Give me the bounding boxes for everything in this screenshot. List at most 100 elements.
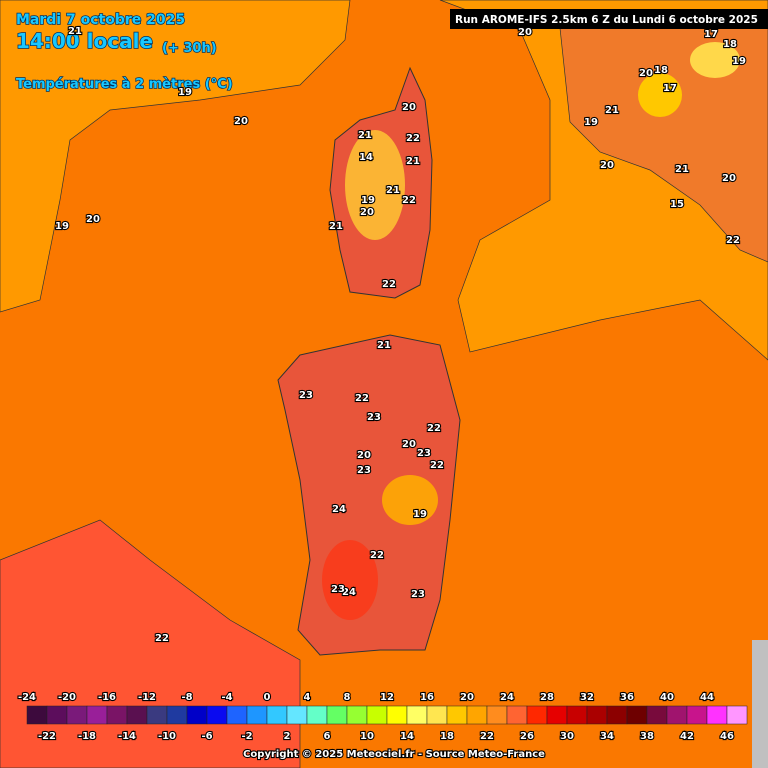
legend-label: 34 (600, 731, 614, 742)
legend-label: 38 (640, 731, 654, 742)
contour-label: 19 (55, 221, 69, 232)
contour-label: 20 (600, 160, 614, 171)
contour-label: 19 (361, 195, 375, 206)
run-box (450, 9, 768, 29)
legend-swatch (46, 705, 68, 725)
legend-label: -6 (201, 731, 212, 742)
contour-label: 22 (430, 460, 444, 471)
legend-label: 20 (460, 692, 474, 703)
contour-label: 18 (723, 39, 737, 50)
legend-label: -22 (38, 731, 56, 742)
contour-label: 20 (518, 27, 532, 38)
contour-label: 19 (178, 87, 192, 98)
legend-swatch (366, 705, 388, 725)
contour-label: 22 (427, 423, 441, 434)
legend-swatch (726, 705, 748, 725)
legend-swatch (206, 705, 228, 725)
legend-swatch (486, 705, 508, 725)
contour-label: 21 (386, 185, 400, 196)
legend-swatch (66, 705, 88, 725)
legend-label: -10 (158, 731, 176, 742)
contour-label: 23 (299, 390, 313, 401)
contour-label: 23 (357, 465, 371, 476)
contour-label: 21 (358, 130, 372, 141)
warm-zone (0, 0, 351, 313)
legend-swatch (186, 705, 208, 725)
legend-swatch (506, 705, 528, 725)
legend-label: 10 (360, 731, 374, 742)
legend-swatch (546, 705, 568, 725)
legend-swatch (686, 705, 708, 725)
contour-label: 17 (704, 29, 718, 40)
legend-label: -18 (78, 731, 96, 742)
legend-swatch (106, 705, 128, 725)
legend-swatch (346, 705, 368, 725)
legend-swatch (586, 705, 608, 725)
legend-label: 18 (440, 731, 454, 742)
cool-area (638, 73, 682, 117)
contour-label: 19 (413, 509, 427, 520)
contour-label: 22 (382, 279, 396, 290)
legend-swatch (326, 705, 348, 725)
contour-label: 23 (367, 412, 381, 423)
sardinia-hot (322, 540, 378, 620)
contour-label: 17 (663, 83, 677, 94)
legend-swatch (266, 705, 288, 725)
contour-label: 23 (417, 448, 431, 459)
contour-label: 22 (155, 633, 169, 644)
legend-swatch (406, 705, 428, 725)
legend-label: -2 (241, 731, 252, 742)
cool-area (690, 42, 740, 78)
legend-label: 16 (420, 692, 434, 703)
legend-swatch (306, 705, 328, 725)
contour-label: 22 (402, 195, 416, 206)
legend-swatch (246, 705, 268, 725)
legend-swatch (146, 705, 168, 725)
legend-label: 32 (580, 692, 594, 703)
legend-swatch (126, 705, 148, 725)
contour-label: 20 (357, 450, 371, 461)
contour-label: 20 (402, 102, 416, 113)
legend-swatch (286, 705, 308, 725)
legend-swatch (26, 705, 48, 725)
legend-swatch (606, 705, 628, 725)
italy-coast (559, 27, 768, 263)
legend-swatch (226, 705, 248, 725)
legend-label: -12 (138, 692, 156, 703)
legend-label: 14 (400, 731, 414, 742)
contour-label: 21 (329, 221, 343, 232)
contour-label: 20 (402, 439, 416, 450)
lead: (+ 30h) (162, 41, 217, 56)
contour-label: 20 (722, 173, 736, 184)
legend-label: 12 (380, 692, 394, 703)
legend-label: 6 (324, 731, 331, 742)
contour-label: 21 (377, 340, 391, 351)
contour-label: 21 (675, 164, 689, 175)
corsica-mountains (345, 130, 405, 240)
legend-swatch (526, 705, 548, 725)
legend-label: -4 (221, 692, 232, 703)
contour-label: 21 (406, 156, 420, 167)
field: Températures à 2 mètres (°C) (16, 77, 233, 92)
contour-label: 19 (584, 117, 598, 128)
contour-label: 22 (355, 393, 369, 404)
legend-label: 46 (720, 731, 734, 742)
contour-label: 24 (332, 504, 346, 515)
legend-swatch (626, 705, 648, 725)
contour-label: 20 (86, 214, 100, 225)
legend-label: 8 (344, 692, 351, 703)
legend-label: 26 (520, 731, 534, 742)
legend-swatch (166, 705, 188, 725)
legend-swatch (426, 705, 448, 725)
contour-label: 20 (639, 68, 653, 79)
legend-label: -8 (181, 692, 192, 703)
contour-label: 14 (359, 152, 373, 163)
legend-swatch (466, 705, 488, 725)
contour-label: 18 (654, 65, 668, 76)
run-info: Run AROME-IFS 2.5km 6 Z du Lundi 6 octob… (455, 14, 758, 26)
legend-label: -16 (98, 692, 116, 703)
contour-label: 22 (726, 235, 740, 246)
legend-label: 28 (540, 692, 554, 703)
legend-label: 44 (700, 692, 714, 703)
